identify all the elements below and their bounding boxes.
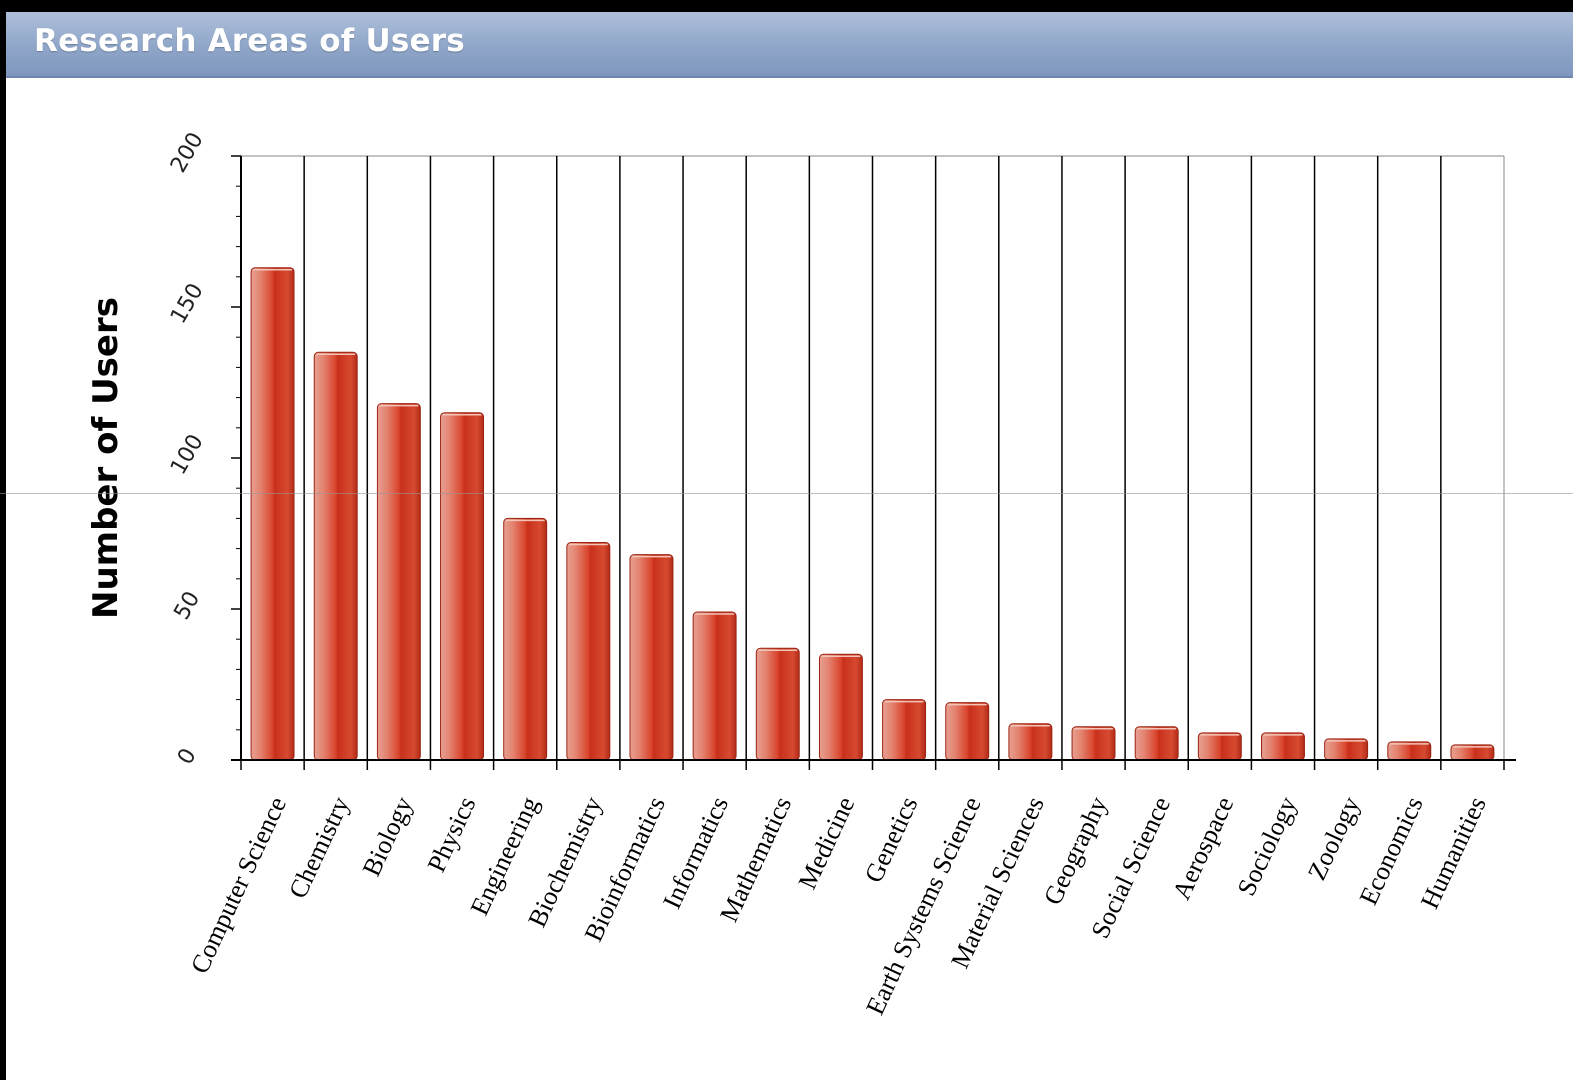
x-tick-label: Aerospace [1167,792,1240,904]
bars [250,267,1495,761]
bar-body [1008,723,1053,761]
x-tick-label: Zoology [1302,792,1366,884]
bar-body [1324,738,1369,761]
bar-body [755,647,800,761]
axes [231,155,1516,770]
y-tick-label: 0 [173,744,202,769]
bar-body [503,517,548,761]
x-tick-label: Physics [422,792,482,876]
bar [818,653,863,761]
bar-body [376,403,421,761]
bar [755,647,800,761]
bar-body [440,412,484,761]
grid-lines [241,155,1505,770]
bar [566,542,611,761]
bar-body [1261,732,1305,761]
bar-body [1071,726,1116,761]
bar [313,351,358,761]
x-tick-label: Economics [1354,792,1429,909]
panel-title-bar: Research Areas of Users [6,12,1573,78]
bar [250,267,295,761]
bar [629,554,674,761]
x-tick-label: Sociology [1232,792,1303,900]
bar [1324,738,1369,761]
bar-body [566,542,611,761]
bar [1008,723,1053,761]
x-tick-label: Earth Systems Science [860,792,986,1019]
bar [376,403,421,761]
bar [1071,726,1116,761]
y-tick-label: 50 [170,587,206,624]
bar [1134,726,1179,761]
y-tick-label: 200 [166,128,209,177]
bar-body [629,554,674,761]
bar [503,517,548,761]
x-tick-label: Chemistry [283,792,355,902]
bar-body [1134,726,1179,761]
bar [1450,744,1495,761]
x-tick-label: Genetics [859,792,924,887]
bar-body [1197,732,1242,761]
x-tick-label: Biology [357,792,419,880]
bar-body [250,267,295,761]
bar [692,611,737,761]
horizontal-divider [0,493,1573,494]
y-axis-label: Number of Users [86,297,126,619]
bar-body [818,653,863,761]
bar [882,699,927,761]
bar [440,412,484,761]
bar [945,702,990,761]
y-tick-label: 150 [166,279,209,328]
y-tick-label: 100 [166,430,209,479]
bar [1261,732,1305,761]
x-tick-label: Geography [1038,792,1113,909]
bar-body [692,611,737,761]
bar-body [945,702,990,761]
bar [1197,732,1242,761]
bar [1387,741,1432,761]
bar-body [882,699,927,761]
bar-body [313,351,358,761]
x-tick-label: Humanities [1415,792,1492,913]
x-tick-label: Medicine [793,792,861,893]
x-tick-label: Computer Science [185,792,292,978]
panel-title: Research Areas of Users [34,23,465,59]
